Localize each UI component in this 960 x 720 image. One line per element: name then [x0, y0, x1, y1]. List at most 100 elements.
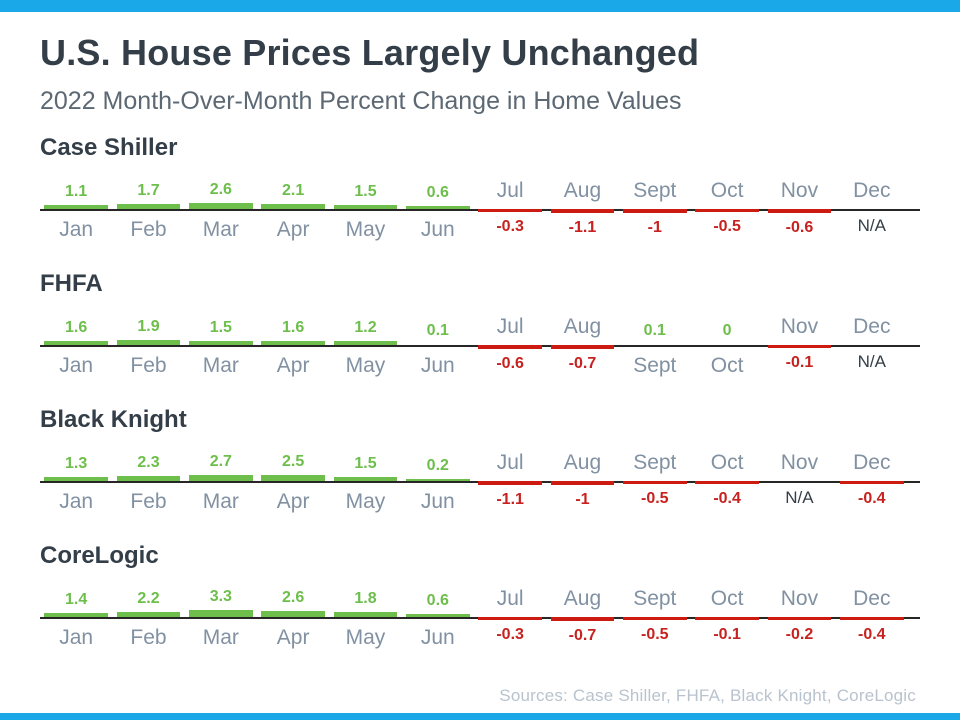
- negative-bar: [695, 481, 759, 484]
- column-lower: Feb: [112, 481, 184, 529]
- negative-bar: [550, 617, 615, 621]
- month-column: 1.9 Feb: [112, 303, 184, 395]
- month-column: 1.6 Jan: [40, 303, 112, 395]
- month-label: Feb: [130, 354, 167, 377]
- chart-row: 1.6 Jan 1.9 Feb 1.5 Mar 1.6 Apr 1.2 May 0.1 Jun Jul -…: [40, 303, 920, 395]
- row-end-spacer: [908, 439, 920, 531]
- value-label: -0.3: [496, 218, 524, 235]
- section-title: Case Shiller: [40, 134, 178, 161]
- negative-bar: [550, 209, 615, 213]
- value-label: 1.3: [65, 455, 88, 473]
- month-column: 1.5 May: [329, 439, 401, 531]
- positive-bar: [261, 475, 325, 481]
- value-label: -1.1: [568, 219, 597, 236]
- month-column: Nov N/A: [763, 439, 835, 531]
- column-lower: -0.1: [763, 345, 835, 393]
- na-label: N/A: [857, 216, 886, 235]
- month-column: 1.5 May: [329, 167, 401, 259]
- month-column: 2.1 Apr: [257, 167, 329, 259]
- value-label: -0.4: [713, 490, 741, 507]
- value-label: 1.2: [354, 319, 377, 337]
- column-upper: 1.5: [329, 167, 401, 209]
- column-lower: Jun: [402, 481, 474, 529]
- page-title: U.S. House Prices Largely Unchanged: [40, 32, 700, 73]
- column-upper: Oct: [691, 167, 763, 209]
- value-label: -0.1: [785, 354, 814, 371]
- month-label: Sept: [633, 354, 677, 377]
- negative-bar: [478, 209, 542, 212]
- na-label: N/A: [785, 488, 814, 507]
- column-lower: Jun: [402, 617, 474, 665]
- month-label: Aug: [563, 586, 602, 610]
- value-label: 1.5: [209, 319, 232, 337]
- column-upper: 2.6: [257, 575, 329, 617]
- month-column: 0.6 Jun: [402, 575, 474, 667]
- column-upper: Dec: [836, 167, 908, 209]
- month-column: 1.7 Feb: [112, 167, 184, 259]
- month-label: May: [345, 626, 386, 649]
- value-label: 1.6: [282, 319, 305, 337]
- month-label: Jul: [496, 178, 524, 202]
- column-lower: Apr: [257, 209, 329, 257]
- positive-bar: [333, 205, 398, 209]
- column-lower: -0.4: [836, 617, 908, 665]
- value-label: 2.6: [209, 181, 232, 199]
- row-end-spacer: [908, 575, 920, 667]
- column-upper: 0.1: [402, 303, 474, 345]
- value-label: 2.7: [209, 453, 232, 471]
- column-lower: Jan: [40, 481, 112, 529]
- chart-row: 1.4 Jan 2.2 Feb 3.3 Mar 2.6 Apr 1.8 May 0.6 Jun Jul -…: [40, 575, 920, 667]
- column-upper: 1.9: [112, 303, 184, 345]
- positive-bar: [116, 340, 181, 345]
- value-label: 3.3: [209, 588, 232, 606]
- column-upper: 0.2: [402, 439, 474, 481]
- chart-section: Case Shiller 1.1 Jan 1.7 Feb 2.6 Mar 2.1 Apr 1.5 M…: [40, 134, 920, 259]
- value-label: -1.1: [496, 491, 524, 508]
- positive-bar: [116, 612, 181, 617]
- chart-columns: 1.4 Jan 2.2 Feb 3.3 Mar 2.6 Apr 1.8 May 0.6 Jun Jul -…: [40, 575, 920, 667]
- month-column: Dec -0.4: [836, 439, 908, 531]
- month-label: Aug: [563, 178, 602, 202]
- month-label: Nov: [780, 178, 819, 202]
- column-lower: Mar: [185, 345, 257, 393]
- negative-bar: [478, 481, 542, 485]
- column-upper: 0.1: [619, 303, 691, 345]
- column-upper: Sept: [619, 167, 691, 209]
- month-column: Oct -0.1: [691, 575, 763, 667]
- month-column: Nov -0.2: [763, 575, 835, 667]
- month-label: Feb: [130, 626, 167, 649]
- value-label: 2.5: [282, 453, 305, 471]
- slide-content: U.S. House Prices Largely Unchanged 2022…: [0, 32, 960, 667]
- month-label: Sept: [633, 586, 677, 610]
- column-lower: Mar: [185, 209, 257, 257]
- column-lower: -0.7: [546, 617, 618, 665]
- column-lower: -0.6: [763, 209, 835, 257]
- column-upper: 2.5: [257, 439, 329, 481]
- chart-columns: 1.3 Jan 2.3 Feb 2.7 Mar 2.5 Apr 1.5 May 0.2 Jun Jul -…: [40, 439, 920, 531]
- positive-bar: [333, 612, 398, 617]
- negative-bar: [839, 481, 904, 484]
- negative-bar: [550, 345, 615, 349]
- month-label: Oct: [710, 178, 744, 202]
- positive-bar: [44, 341, 108, 345]
- column-upper: 0.6: [402, 167, 474, 209]
- na-label: N/A: [857, 352, 886, 371]
- month-column: Jul -0.3: [474, 575, 546, 667]
- month-label: Mar: [202, 626, 239, 649]
- month-column: Dec -0.4: [836, 575, 908, 667]
- section-title: Black Knight: [40, 406, 187, 433]
- value-label: 0.1: [643, 322, 666, 340]
- column-upper: 3.3: [185, 575, 257, 617]
- month-column: 0.6 Jun: [402, 167, 474, 259]
- month-column: 1.2 May: [329, 303, 401, 395]
- negative-bar: [550, 481, 615, 485]
- month-label: Nov: [780, 586, 819, 610]
- negative-bar: [478, 345, 542, 349]
- value-label: 1.9: [137, 318, 160, 336]
- positive-bar: [405, 479, 470, 481]
- positive-bar: [405, 614, 470, 617]
- negative-bar: [767, 617, 832, 620]
- negative-bar: [695, 617, 759, 620]
- value-label: -0.4: [857, 626, 886, 643]
- month-label: Nov: [780, 314, 819, 338]
